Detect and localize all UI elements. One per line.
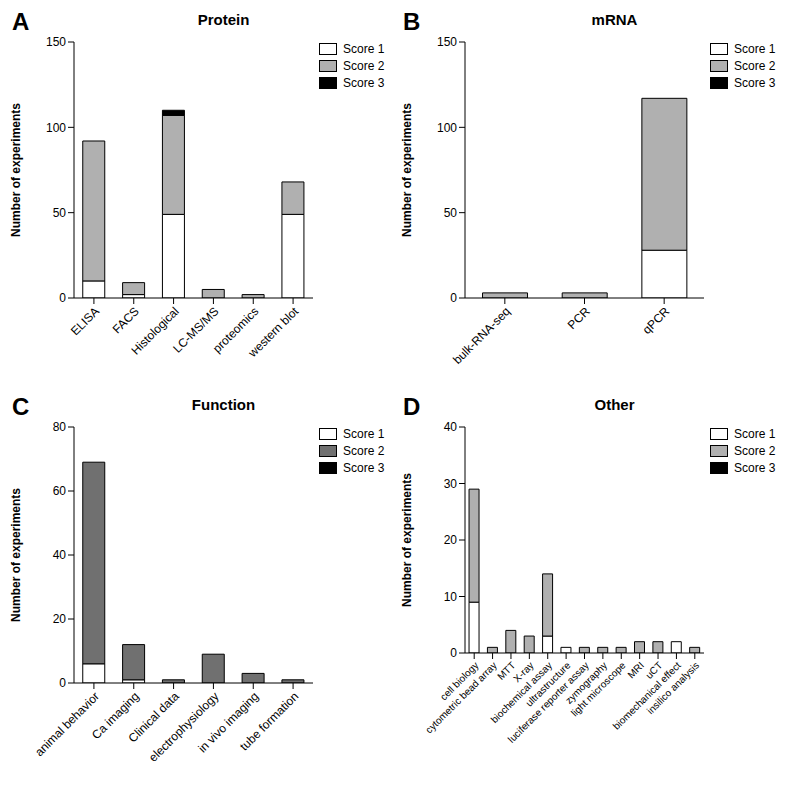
svg-text:FACS: FACS (110, 304, 142, 336)
svg-text:Number of experiments: Number of experiments (400, 103, 414, 237)
html-text:Score 2: Score 2 (734, 444, 776, 458)
svg-text:animal behavior: animal behavior (32, 689, 102, 759)
html-text:Protein: Protein (197, 11, 250, 28)
html-text:mRNA: mRNA (591, 11, 638, 28)
html-text:Score 1: Score 1 (343, 427, 385, 441)
svg-text:100: 100 (46, 121, 66, 135)
html-text:Score 1: Score 1 (343, 42, 385, 56)
svg-text:MTT: MTT (495, 659, 518, 682)
svg-text:insilico analysis: insilico analysis (645, 660, 702, 717)
svg-text:LC-MS/MS: LC-MS/MS (170, 304, 222, 356)
svg-text:30: 30 (444, 477, 458, 491)
svg-text:Number of experiments: Number of experiments (9, 488, 23, 622)
svg-text:0: 0 (59, 291, 66, 305)
svg-text:cell biology: cell biology (437, 659, 481, 703)
svg-text:20: 20 (53, 612, 67, 626)
svg-text:qPCR: qPCR (640, 304, 673, 337)
svg-text:in vivo imaging: in vivo imaging (195, 689, 262, 756)
svg-text:40: 40 (444, 420, 458, 434)
svg-text:40: 40 (53, 548, 67, 562)
svg-text:Number of experiments: Number of experiments (9, 103, 23, 237)
svg-text:ultrastructure: ultrastructure (523, 659, 573, 709)
svg-text:western blot: western blot (245, 304, 302, 361)
svg-text:50: 50 (444, 206, 458, 220)
svg-text:20: 20 (444, 533, 458, 547)
svg-text:100: 100 (437, 121, 457, 135)
svg-text:biochemical assay: biochemical assay (488, 659, 555, 726)
svg-text:light microscope: light microscope (569, 659, 628, 718)
svg-text:60: 60 (53, 484, 67, 498)
html-text:Score 2: Score 2 (343, 59, 385, 73)
svg-text:150: 150 (437, 35, 457, 49)
svg-text:PCR: PCR (565, 304, 593, 332)
svg-text:uCT: uCT (643, 659, 665, 681)
html-text:Score 2: Score 2 (734, 59, 776, 73)
html-text:Other: Other (594, 396, 635, 413)
html-text:Score 3: Score 3 (734, 461, 776, 475)
svg-text:150: 150 (46, 35, 66, 49)
svg-text:biomechanical effect: biomechanical effect (610, 659, 683, 732)
svg-text:Clinical data: Clinical data (125, 689, 182, 746)
svg-text:proteomics: proteomics (210, 304, 262, 356)
svg-text:0: 0 (450, 646, 457, 660)
svg-text:tube formation: tube formation (237, 689, 301, 753)
html-text:Score 1: Score 1 (734, 42, 776, 56)
svg-text:50: 50 (53, 206, 67, 220)
html-text:B: B (403, 8, 421, 35)
svg-text:X-ray: X-ray (511, 659, 536, 685)
html-text:Score 3: Score 3 (734, 76, 776, 90)
html-text:A: A (12, 8, 30, 35)
svg-text:ELISA: ELISA (68, 304, 102, 338)
svg-text:bulk-RNA-seq: bulk-RNA-seq (450, 304, 513, 367)
html-text:Score 3: Score 3 (343, 76, 385, 90)
svg-text:electrophysiology: electrophysiology (146, 689, 221, 764)
svg-text:cytometric bead array: cytometric bead array (423, 660, 499, 736)
svg-text:0: 0 (450, 291, 457, 305)
html-text:D: D (403, 393, 421, 420)
svg-text:zymography: zymography (563, 659, 610, 706)
html-text:Score 2: Score 2 (343, 444, 385, 458)
svg-text:0: 0 (59, 676, 66, 690)
html-text:C: C (12, 393, 30, 420)
svg-text:Histological: Histological (128, 304, 182, 358)
svg-text:Ca imaging: Ca imaging (89, 689, 142, 743)
svg-text:Number of experiments: Number of experiments (400, 473, 414, 607)
html-text:Score 1: Score 1 (734, 427, 776, 441)
svg-text:80: 80 (53, 420, 67, 434)
svg-text:10: 10 (444, 590, 458, 604)
svg-text:MRI: MRI (625, 660, 646, 681)
html-text:Score 3: Score 3 (343, 461, 385, 475)
svg-text:luciferase reporter assay: luciferase reporter assay (505, 659, 591, 745)
html-text:Function: Function (191, 396, 256, 413)
